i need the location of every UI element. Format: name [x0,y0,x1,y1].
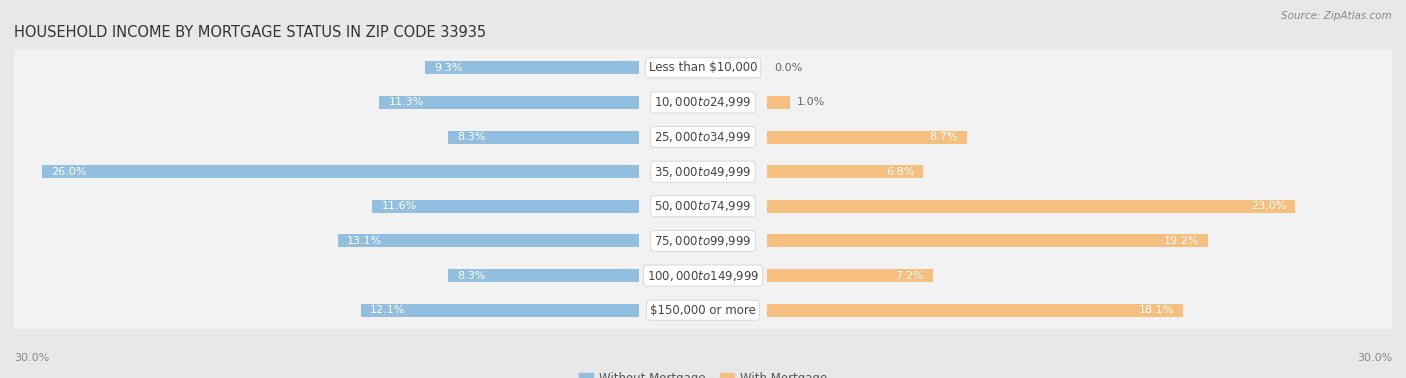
Text: Less than $10,000: Less than $10,000 [648,61,758,74]
Text: $25,000 to $34,999: $25,000 to $34,999 [654,130,752,144]
Bar [768,165,924,178]
Text: 23.0%: 23.0% [1251,201,1286,211]
FancyBboxPatch shape [6,257,1400,294]
FancyBboxPatch shape [6,118,1400,156]
Bar [768,269,932,282]
Text: $75,000 to $99,999: $75,000 to $99,999 [654,234,752,248]
Text: 26.0%: 26.0% [51,167,86,177]
Text: 0.0%: 0.0% [775,63,803,73]
Bar [425,61,638,74]
Bar [449,269,638,282]
Bar [449,130,638,144]
Bar [337,234,638,248]
Text: 30.0%: 30.0% [1357,353,1392,363]
Bar [42,165,638,178]
FancyBboxPatch shape [6,153,1400,191]
Text: 11.3%: 11.3% [388,98,423,107]
Text: $35,000 to $49,999: $35,000 to $49,999 [654,165,752,179]
Text: Source: ZipAtlas.com: Source: ZipAtlas.com [1281,11,1392,21]
Text: $100,000 to $149,999: $100,000 to $149,999 [647,268,759,282]
Text: $50,000 to $74,999: $50,000 to $74,999 [654,199,752,213]
FancyBboxPatch shape [6,291,1400,329]
Text: 8.3%: 8.3% [457,271,485,280]
Text: 6.8%: 6.8% [886,167,914,177]
Text: 13.1%: 13.1% [347,236,382,246]
Bar [768,304,1182,317]
Bar [768,200,1295,213]
Legend: Without Mortgage, With Mortgage: Without Mortgage, With Mortgage [574,367,832,378]
FancyBboxPatch shape [6,187,1400,225]
Text: $150,000 or more: $150,000 or more [650,304,756,317]
Text: 11.6%: 11.6% [381,201,416,211]
Text: 8.3%: 8.3% [457,132,485,142]
Text: HOUSEHOLD INCOME BY MORTGAGE STATUS IN ZIP CODE 33935: HOUSEHOLD INCOME BY MORTGAGE STATUS IN Z… [14,25,486,40]
Text: 8.7%: 8.7% [929,132,957,142]
Bar [373,200,638,213]
FancyBboxPatch shape [6,84,1400,121]
Text: 9.3%: 9.3% [434,63,463,73]
Text: 1.0%: 1.0% [797,98,825,107]
Text: 7.2%: 7.2% [896,271,924,280]
Bar [768,96,790,109]
Text: 19.2%: 19.2% [1164,236,1199,246]
Text: 18.1%: 18.1% [1139,305,1174,315]
Text: 30.0%: 30.0% [14,353,49,363]
Bar [361,304,638,317]
Bar [380,96,638,109]
FancyBboxPatch shape [6,222,1400,260]
FancyBboxPatch shape [6,49,1400,87]
Text: $10,000 to $24,999: $10,000 to $24,999 [654,96,752,110]
Bar [768,130,967,144]
Bar [768,234,1208,248]
Text: 12.1%: 12.1% [370,305,405,315]
